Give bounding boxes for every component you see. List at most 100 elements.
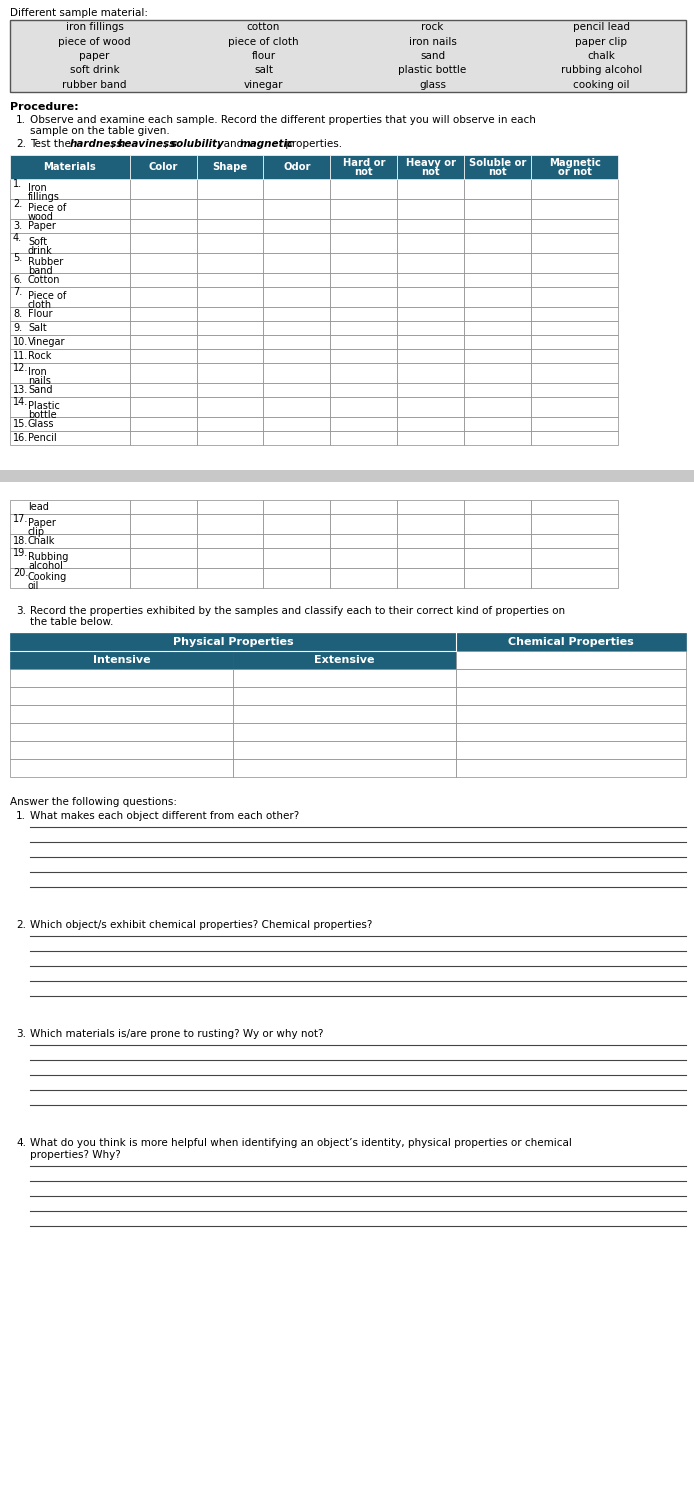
Bar: [10, 568, 130, 588]
Bar: [196, 568, 264, 588]
Text: the table below.: the table below.: [30, 618, 113, 626]
Bar: [10, 287, 130, 307]
Text: Paper: Paper: [28, 222, 56, 231]
Text: Materials: Materials: [44, 162, 96, 173]
Text: hardness: hardness: [70, 138, 124, 149]
Text: 9.: 9.: [13, 323, 22, 333]
Bar: [531, 199, 618, 219]
Bar: [398, 500, 464, 513]
Bar: [464, 199, 531, 219]
Bar: [264, 397, 330, 417]
Bar: [10, 417, 130, 432]
Text: What do you think is more helpful when identifying an object’s identity, physica: What do you think is more helpful when i…: [30, 1138, 572, 1149]
Bar: [330, 417, 398, 432]
Text: not: not: [489, 167, 507, 177]
Bar: [264, 432, 330, 445]
Bar: [464, 287, 531, 307]
Bar: [464, 307, 531, 321]
Bar: [456, 759, 686, 777]
Bar: [464, 417, 531, 432]
Bar: [264, 219, 330, 234]
Bar: [196, 382, 264, 397]
Text: lead: lead: [28, 501, 49, 512]
Bar: [398, 199, 464, 219]
Bar: [130, 335, 196, 350]
Text: Paper: Paper: [28, 518, 56, 528]
Bar: [196, 155, 264, 179]
Bar: [264, 350, 330, 363]
Bar: [264, 321, 330, 335]
Bar: [456, 741, 686, 759]
Text: rubber band: rubber band: [62, 80, 127, 89]
Bar: [398, 363, 464, 382]
Text: What makes each object different from each other?: What makes each object different from ea…: [30, 811, 299, 821]
Text: Physical Properties: Physical Properties: [173, 637, 294, 647]
Text: magnetic: magnetic: [240, 138, 294, 149]
Bar: [398, 287, 464, 307]
Bar: [264, 417, 330, 432]
Text: Rock: Rock: [28, 351, 51, 362]
Bar: [10, 687, 233, 705]
Text: 18.: 18.: [13, 536, 28, 546]
Bar: [10, 397, 130, 417]
Text: Record the properties exhibited by the samples and classify each to their correc: Record the properties exhibited by the s…: [30, 606, 565, 616]
Bar: [130, 417, 196, 432]
Text: soft drink: soft drink: [69, 65, 119, 76]
Text: alcohol: alcohol: [28, 561, 63, 571]
Text: 5.: 5.: [13, 253, 22, 263]
Bar: [264, 287, 330, 307]
Text: 3.: 3.: [13, 222, 22, 231]
Bar: [398, 179, 464, 199]
Bar: [531, 500, 618, 513]
Text: Salt: Salt: [28, 323, 46, 333]
Bar: [398, 253, 464, 272]
Text: heaviness: heaviness: [118, 138, 176, 149]
Bar: [196, 500, 264, 513]
Text: 7.: 7.: [13, 287, 22, 298]
Text: drink: drink: [28, 246, 53, 256]
Bar: [330, 155, 398, 179]
Text: Intensive: Intensive: [93, 655, 151, 665]
Bar: [330, 432, 398, 445]
Text: vinegar: vinegar: [244, 80, 283, 89]
Bar: [264, 199, 330, 219]
Text: 13.: 13.: [13, 385, 28, 394]
Bar: [10, 548, 130, 568]
Text: Soft: Soft: [28, 237, 47, 247]
Text: 20.: 20.: [13, 568, 28, 577]
Text: Heavy or: Heavy or: [406, 158, 456, 168]
Bar: [531, 219, 618, 234]
Bar: [464, 363, 531, 382]
Bar: [10, 741, 233, 759]
Text: Answer the following questions:: Answer the following questions:: [10, 798, 177, 806]
Text: piece of wood: piece of wood: [58, 37, 130, 46]
Bar: [456, 705, 686, 723]
Bar: [10, 321, 130, 335]
Text: 10.: 10.: [13, 336, 28, 347]
Bar: [10, 652, 233, 670]
Bar: [330, 234, 398, 253]
Bar: [531, 155, 618, 179]
Text: Glass: Glass: [28, 420, 55, 429]
Bar: [531, 272, 618, 287]
Bar: [398, 382, 464, 397]
Text: Shape: Shape: [212, 162, 248, 173]
Bar: [196, 335, 264, 350]
Bar: [464, 397, 531, 417]
Text: 4.: 4.: [13, 234, 22, 243]
Bar: [464, 219, 531, 234]
Bar: [330, 321, 398, 335]
Bar: [531, 350, 618, 363]
Bar: [130, 432, 196, 445]
Bar: [456, 723, 686, 741]
Bar: [196, 417, 264, 432]
Text: Piece of: Piece of: [28, 292, 66, 301]
Bar: [0, 470, 694, 482]
Bar: [464, 155, 531, 179]
Bar: [10, 155, 130, 179]
Bar: [10, 219, 130, 234]
Text: 15.: 15.: [13, 420, 28, 429]
Bar: [464, 253, 531, 272]
Bar: [196, 307, 264, 321]
Text: nails: nails: [28, 376, 51, 385]
